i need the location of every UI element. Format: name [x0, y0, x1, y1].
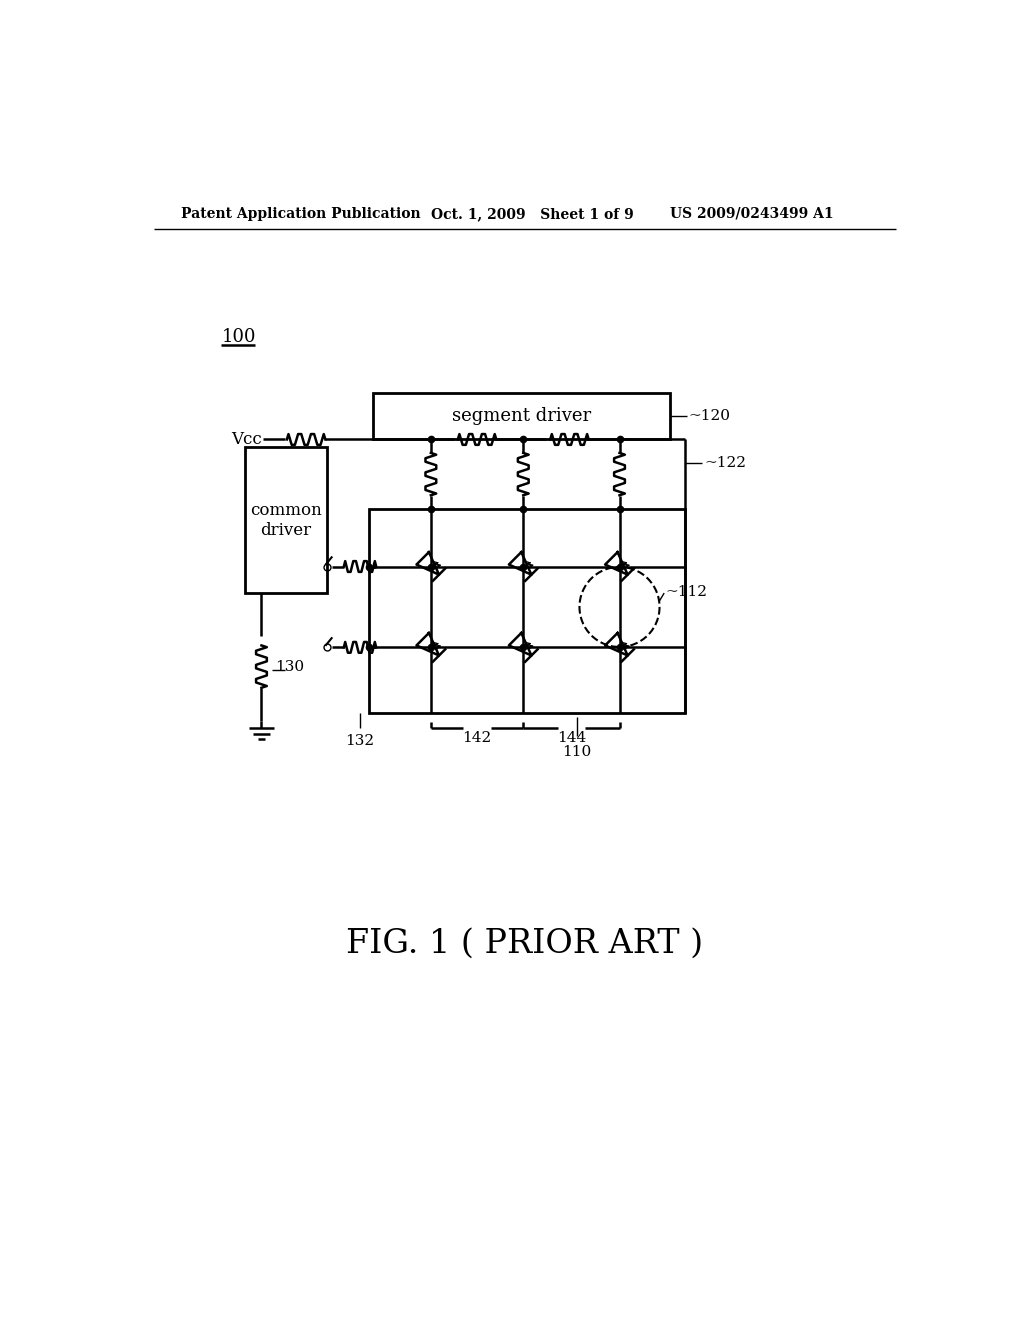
Text: segment driver: segment driver — [452, 408, 591, 425]
Text: Patent Application Publication: Patent Application Publication — [180, 207, 420, 220]
Text: Oct. 1, 2009   Sheet 1 of 9: Oct. 1, 2009 Sheet 1 of 9 — [431, 207, 634, 220]
Text: common
driver: common driver — [250, 502, 322, 539]
Text: Vcc: Vcc — [230, 430, 261, 447]
Text: 144: 144 — [557, 731, 586, 746]
Bar — [370, 508, 685, 713]
Text: 100: 100 — [221, 329, 256, 346]
Text: ~122: ~122 — [705, 455, 746, 470]
Text: ~112: ~112 — [666, 585, 708, 598]
Text: 110: 110 — [562, 744, 592, 759]
Text: 130: 130 — [275, 660, 304, 673]
Bar — [373, 393, 670, 440]
Text: 142: 142 — [463, 731, 492, 746]
Text: FIG. 1 ( PRIOR ART ): FIG. 1 ( PRIOR ART ) — [346, 928, 703, 960]
Text: ~120: ~120 — [689, 409, 731, 424]
Bar — [245, 447, 327, 594]
Text: US 2009/0243499 A1: US 2009/0243499 A1 — [670, 207, 834, 220]
Text: 132: 132 — [345, 734, 375, 748]
